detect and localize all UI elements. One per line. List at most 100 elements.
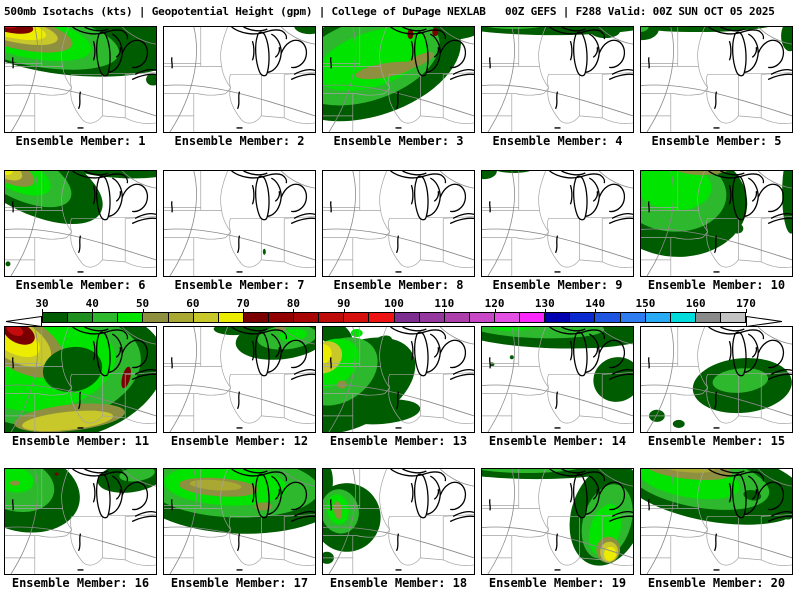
- panel-map-svg: [323, 171, 474, 276]
- panel-map-svg: [482, 327, 633, 432]
- isotach-fill: [593, 357, 633, 402]
- ensemble-cell-5: Ensemble Member: 5: [640, 26, 793, 150]
- isotach-fill: [482, 327, 605, 339]
- ensemble-cell-18: Ensemble Member: 18: [322, 468, 475, 592]
- ensemble-panel-14: [481, 326, 634, 433]
- colorbar-segment: [118, 313, 144, 322]
- panel-map-svg: [164, 469, 315, 574]
- isotach-fill: [700, 375, 705, 380]
- colorbar-tick-label: 170: [736, 297, 756, 310]
- isotach-fill: [66, 171, 156, 179]
- colorbar-tick-mark: [544, 309, 546, 313]
- colorbar-segment: [520, 313, 546, 322]
- ensemble-cell-11: Ensemble Member: 11: [4, 326, 157, 450]
- panel-map-svg: [482, 469, 633, 574]
- colorbar-tick-label: 70: [236, 297, 250, 310]
- panel-map-svg: [5, 327, 156, 432]
- ensemble-grid: Ensemble Member: 1 Ensemble Member: 2 Ense…: [0, 26, 800, 592]
- ensemble-cell-13: Ensemble Member: 13: [322, 326, 475, 450]
- ensemble-cell-12: Ensemble Member: 12: [163, 326, 316, 450]
- ensemble-cell-7: Ensemble Member: 7: [163, 170, 316, 294]
- panel-label-10: Ensemble Member: 10: [647, 278, 786, 292]
- colorbar-segment: [268, 313, 295, 322]
- colorbar-segment: [695, 313, 721, 322]
- panel-label-16: Ensemble Member: 16: [11, 576, 150, 590]
- colorbar-segment: [469, 313, 495, 322]
- ensemble-row-2: Ensemble Member: 6 Ensemble Member: 7 Ense…: [0, 170, 800, 294]
- colorbar-tick-label: 130: [534, 297, 555, 310]
- isotach-fill: [404, 52, 434, 69]
- ensemble-panel-16: [4, 468, 157, 575]
- isotach-fill: [497, 171, 531, 174]
- ensemble-cell-1: Ensemble Member: 1: [4, 26, 157, 150]
- isotach-fill: [604, 546, 617, 561]
- panel-map-svg: [323, 27, 474, 132]
- colorbar-tick-mark: [343, 309, 345, 313]
- panel-map-svg: [641, 469, 792, 574]
- isotach-fill: [509, 355, 514, 360]
- ensemble-panel-3: [322, 26, 475, 133]
- ensemble-cell-9: Ensemble Member: 9: [481, 170, 634, 294]
- isotach-fill: [54, 472, 59, 476]
- panel-label-6: Ensemble Member: 6: [15, 278, 146, 292]
- colorbar-segment: [218, 313, 244, 322]
- ensemble-cell-10: Ensemble Member: 10: [640, 170, 793, 294]
- isotach-fill: [355, 61, 414, 80]
- isotach-fill: [672, 419, 685, 428]
- panel-map-svg: [164, 27, 315, 132]
- isotach-fill: [350, 329, 363, 338]
- colorbar-tick-label: 160: [685, 297, 706, 310]
- colorbar-tick-mark: [293, 309, 295, 313]
- ensemble-cell-17: Ensemble Member: 17: [163, 468, 316, 592]
- colorbar-tick-label: 40: [85, 297, 99, 310]
- isotach-fill: [731, 223, 744, 234]
- colorbar-segment: [369, 313, 395, 322]
- colorbar-tick-label: 90: [337, 297, 351, 310]
- colorbar-segment: [243, 313, 269, 322]
- ensemble-panel-18: [322, 468, 475, 575]
- panel-map-svg: [641, 27, 792, 132]
- isotach-colorbar: 30 40 50 60 70 80 90 100 110 120 130 140 150 160 170: [0, 297, 800, 328]
- isotach-fill: [146, 73, 156, 86]
- ensemble-row-3: Ensemble Member: 11 Ensemble Member: 12 En…: [0, 326, 800, 450]
- colorbar-segment: [494, 313, 521, 322]
- isotach-fill: [22, 410, 114, 432]
- colorbar-tick-label: 150: [635, 297, 656, 310]
- isotach-fill: [262, 248, 266, 255]
- colorbar-segment: [68, 313, 94, 322]
- colorbar-segment: [570, 313, 596, 322]
- panel-label-12: Ensemble Member: 12: [170, 434, 309, 448]
- colorbar-segment: [444, 313, 470, 322]
- panel-label-1: Ensemble Member: 1: [15, 134, 146, 148]
- isotach-fill: [655, 469, 715, 473]
- panel-map-svg: [5, 171, 156, 276]
- panel-map-svg: [323, 469, 474, 574]
- isotach-fill: [482, 469, 577, 474]
- panel-label-17: Ensemble Member: 17: [170, 576, 309, 590]
- isotach-fill: [487, 27, 541, 30]
- isotach-fill: [344, 399, 421, 425]
- panel-label-18: Ensemble Member: 18: [329, 576, 468, 590]
- isotach-fill: [5, 171, 23, 181]
- ensemble-cell-16: Ensemble Member: 16: [4, 468, 157, 592]
- colorbar-segment: [93, 313, 119, 322]
- ensemble-panel-9: [481, 170, 634, 277]
- colorbar-tick-mark: [42, 309, 43, 313]
- ensemble-panel-15: [640, 326, 793, 433]
- colorbar-segment: [344, 313, 370, 322]
- ensemble-cell-14: Ensemble Member: 14: [481, 326, 634, 450]
- isotach-fill: [491, 327, 533, 332]
- isotach-fill: [121, 366, 131, 389]
- ensemble-panel-6: [4, 170, 157, 277]
- ensemble-row-1: Ensemble Member: 1 Ensemble Member: 2 Ense…: [0, 26, 800, 150]
- colorbar-segment: [394, 313, 420, 322]
- isotach-fill: [6, 327, 24, 337]
- colorbar-tick-mark: [645, 309, 647, 313]
- isotach-fill: [189, 479, 242, 491]
- panel-label-13: Ensemble Member: 13: [329, 434, 468, 448]
- ensemble-panel-13: [322, 326, 475, 433]
- colorbar-tick-label: 140: [585, 297, 606, 310]
- panel-label-11: Ensemble Member: 11: [11, 434, 150, 448]
- colorbar-segment: [670, 313, 696, 322]
